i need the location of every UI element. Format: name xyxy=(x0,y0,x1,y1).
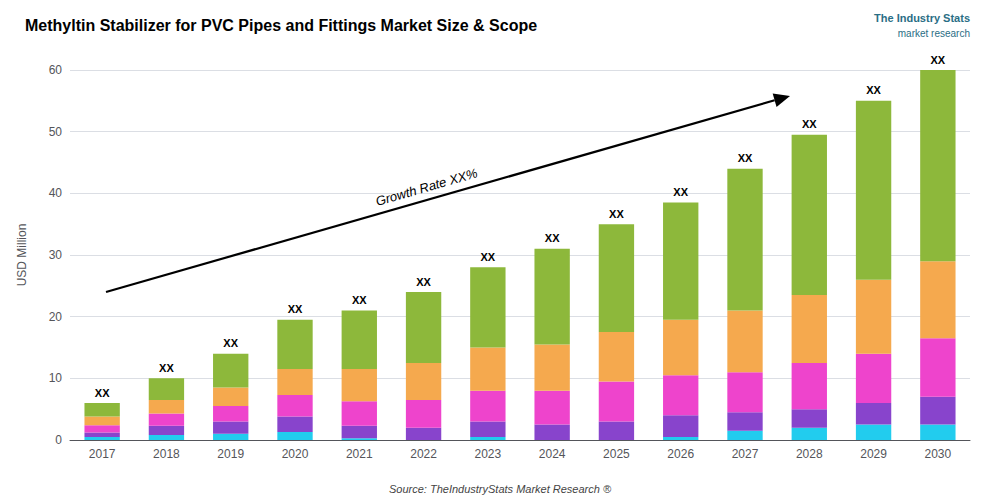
svg-text:2021: 2021 xyxy=(346,447,373,461)
svg-text:30: 30 xyxy=(49,248,63,262)
svg-text:2026: 2026 xyxy=(667,447,694,461)
svg-text:XX: XX xyxy=(352,294,367,306)
svg-text:2022: 2022 xyxy=(410,447,437,461)
svg-text:20: 20 xyxy=(49,310,63,324)
svg-text:10: 10 xyxy=(49,371,63,385)
svg-text:XX: XX xyxy=(738,152,753,164)
svg-text:Methyltin Stabilizer for PVC P: Methyltin Stabilizer for PVC Pipes and F… xyxy=(25,17,537,34)
svg-text:XX: XX xyxy=(802,118,817,130)
svg-text:XX: XX xyxy=(159,362,174,374)
svg-text:2020: 2020 xyxy=(282,447,309,461)
svg-text:XX: XX xyxy=(223,337,238,349)
svg-text:XX: XX xyxy=(866,84,881,96)
svg-text:2025: 2025 xyxy=(603,447,630,461)
svg-text:2018: 2018 xyxy=(153,447,180,461)
svg-text:0: 0 xyxy=(55,433,62,447)
svg-text:XX: XX xyxy=(931,54,946,66)
svg-text:USD Million: USD Million xyxy=(15,224,29,287)
svg-text:XX: XX xyxy=(95,387,110,399)
svg-text:market research: market research xyxy=(898,28,970,39)
svg-text:Growth Rate XX%: Growth Rate XX% xyxy=(374,165,479,209)
svg-text:XX: XX xyxy=(545,232,560,244)
svg-text:XX: XX xyxy=(609,208,624,220)
svg-text:2030: 2030 xyxy=(925,447,952,461)
svg-text:2023: 2023 xyxy=(475,447,502,461)
svg-text:2024: 2024 xyxy=(539,447,566,461)
svg-text:60: 60 xyxy=(49,63,63,77)
svg-text:Source: TheIndustryStats Marke: Source: TheIndustryStats Market Research… xyxy=(389,483,612,495)
svg-text:The Industry Stats: The Industry Stats xyxy=(874,12,970,24)
svg-text:XX: XX xyxy=(481,251,496,263)
svg-text:2029: 2029 xyxy=(860,447,887,461)
svg-text:XX: XX xyxy=(416,276,431,288)
svg-text:2027: 2027 xyxy=(732,447,759,461)
svg-text:XX: XX xyxy=(673,186,688,198)
svg-text:2028: 2028 xyxy=(796,447,823,461)
svg-text:50: 50 xyxy=(49,125,63,139)
svg-text:40: 40 xyxy=(49,186,63,200)
svg-text:2019: 2019 xyxy=(217,447,244,461)
svg-text:2017: 2017 xyxy=(89,447,116,461)
svg-text:XX: XX xyxy=(288,303,303,315)
